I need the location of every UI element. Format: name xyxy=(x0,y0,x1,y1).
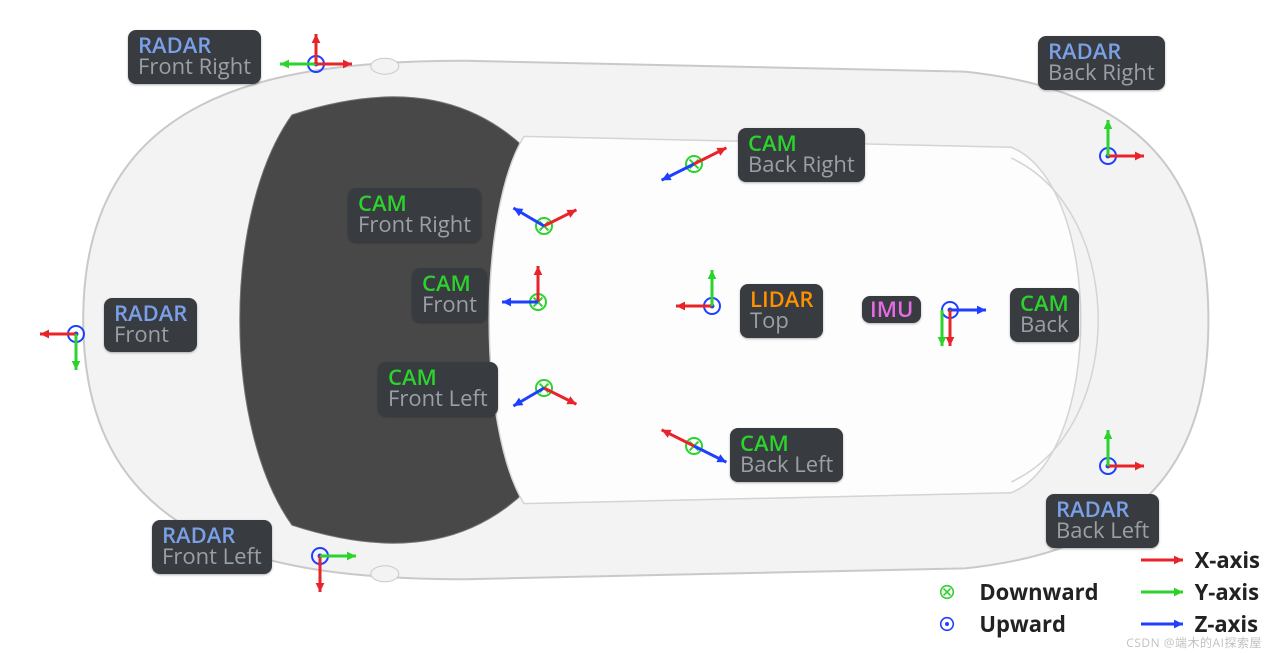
legend-row: Downward xyxy=(923,577,1098,607)
sensor-label-radar_br: RADARBack Right xyxy=(1038,36,1165,90)
sensor-sub-text: Back Left xyxy=(1056,519,1149,542)
legend-text: X-axis xyxy=(1195,545,1260,575)
sensor-label-radar_fr: RADARFront Right xyxy=(128,30,261,84)
sensor-sub-text: Front xyxy=(422,293,477,316)
axis-triad-radar_br xyxy=(1108,156,1110,158)
axis-triad-radar_front xyxy=(76,334,78,336)
sensor-label-cam_br: CAMBack Right xyxy=(738,128,865,182)
sensor-label-cam_back: CAMBack xyxy=(1010,288,1079,342)
legend-row: X-axis xyxy=(1139,545,1260,575)
sensor-sub-text: Back Right xyxy=(748,153,855,176)
axis-triad-cam_br xyxy=(694,164,696,166)
axis-triad-radar_fl xyxy=(320,556,322,558)
sensor-label-radar_bl: RADARBack Left xyxy=(1046,494,1159,548)
sensor-sub-text: Front Right xyxy=(358,213,471,236)
legend: DownwardUpwardX-axisY-axisZ-axis xyxy=(923,543,1260,641)
sensor-label-cam_bl: CAMBack Left xyxy=(730,428,843,482)
watermark: CSDN @端木的AI探索屋 xyxy=(1126,634,1262,651)
sensor-label-cam_front: CAMFront xyxy=(412,268,487,322)
legend-text: Downward xyxy=(979,577,1098,607)
sensor-label-cam_fr: CAMFront Right xyxy=(348,188,481,242)
sensor-sub-text: Front Left xyxy=(162,545,262,568)
axis-triad-cam_fl xyxy=(544,388,546,390)
sensor-sub-text: Back xyxy=(1020,313,1069,336)
sensor-label-radar_fl: RADARFront Left xyxy=(152,520,272,574)
sensor-sub-text: Front Right xyxy=(138,55,251,78)
diagram-stage: RADARFront Right RADARBack Right CAMBack R… xyxy=(0,0,1280,653)
sensor-type-text: IMU xyxy=(870,298,913,321)
sensor-sub-text: Back Right xyxy=(1048,61,1155,84)
axis-triad-cam_bl xyxy=(694,446,696,448)
sensor-label-imu: IMU xyxy=(862,296,921,323)
legend-row: Upward xyxy=(923,609,1098,639)
legend-text: Upward xyxy=(979,609,1066,639)
sensor-sub-text: Front Left xyxy=(388,387,488,410)
legend-text: Y-axis xyxy=(1195,577,1259,607)
sensor-label-radar_front: RADARFront xyxy=(104,298,197,352)
axis-triad-cam_front xyxy=(538,302,540,304)
sensor-label-lidar_top: LIDARTop xyxy=(740,284,823,338)
axis-triad-imu xyxy=(950,310,952,312)
legend-row: Y-axis xyxy=(1139,577,1260,607)
sensor-sub-text: Back Left xyxy=(740,453,833,476)
axis-triad-cam_fr xyxy=(544,226,546,228)
axis-triad-lidar_top xyxy=(712,306,714,308)
sensor-label-cam_fl: CAMFront Left xyxy=(378,362,498,416)
axis-triad-radar_bl xyxy=(1108,466,1110,468)
